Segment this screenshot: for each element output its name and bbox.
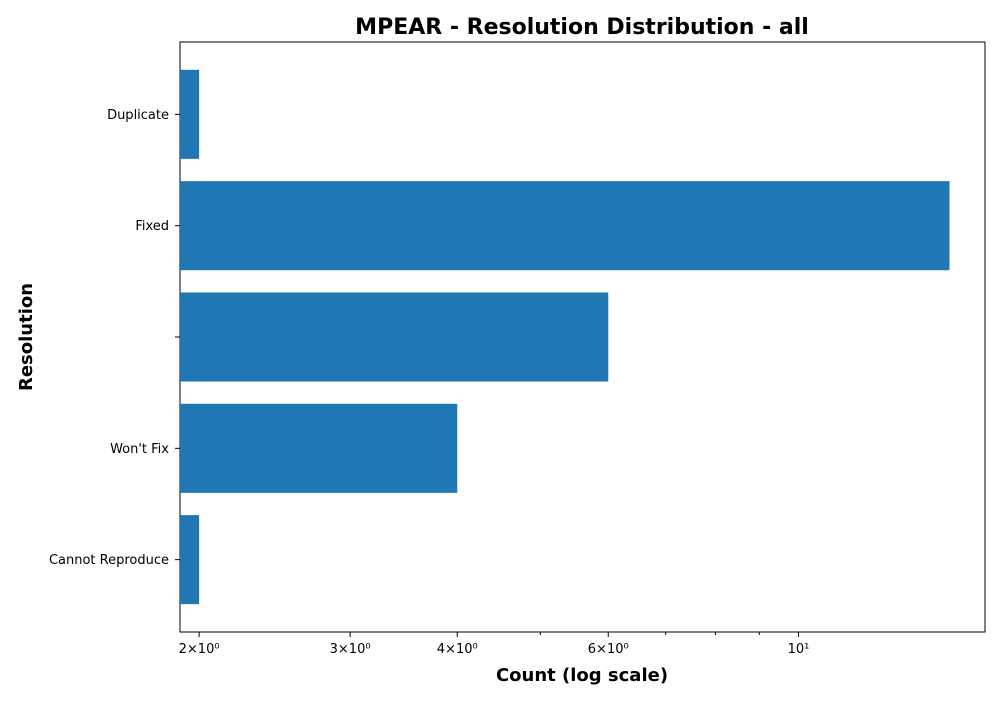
x-axis: 2×10⁰ 3×10⁰ 4×10⁰ 6×10⁰ 10¹ [179, 632, 810, 657]
bar [180, 403, 458, 493]
bar [180, 515, 200, 605]
x-tick-label: 2×10⁰ [179, 642, 220, 657]
bar [180, 181, 950, 271]
x-tick-label: 4×10⁰ [437, 642, 478, 657]
y-tick-label: Cannot Reproduce [49, 553, 169, 568]
bar [180, 292, 609, 382]
x-tick-label: 10¹ [788, 642, 810, 657]
x-axis-label: Count (log scale) [496, 665, 668, 686]
x-tick-label: 6×10⁰ [588, 642, 629, 657]
y-axis-label: Resolution [16, 283, 37, 391]
y-tick-label: Won't Fix [110, 442, 169, 457]
bar [180, 69, 200, 159]
x-tick-label: 3×10⁰ [330, 642, 371, 657]
y-axis: Duplicate Fixed Won't Fix Cannot Reproduce [49, 108, 180, 568]
bars [180, 69, 950, 605]
y-tick-label: Fixed [135, 219, 169, 234]
chart-title: MPEAR - Resolution Distribution - all [355, 15, 809, 40]
y-tick-label: Duplicate [107, 108, 169, 123]
